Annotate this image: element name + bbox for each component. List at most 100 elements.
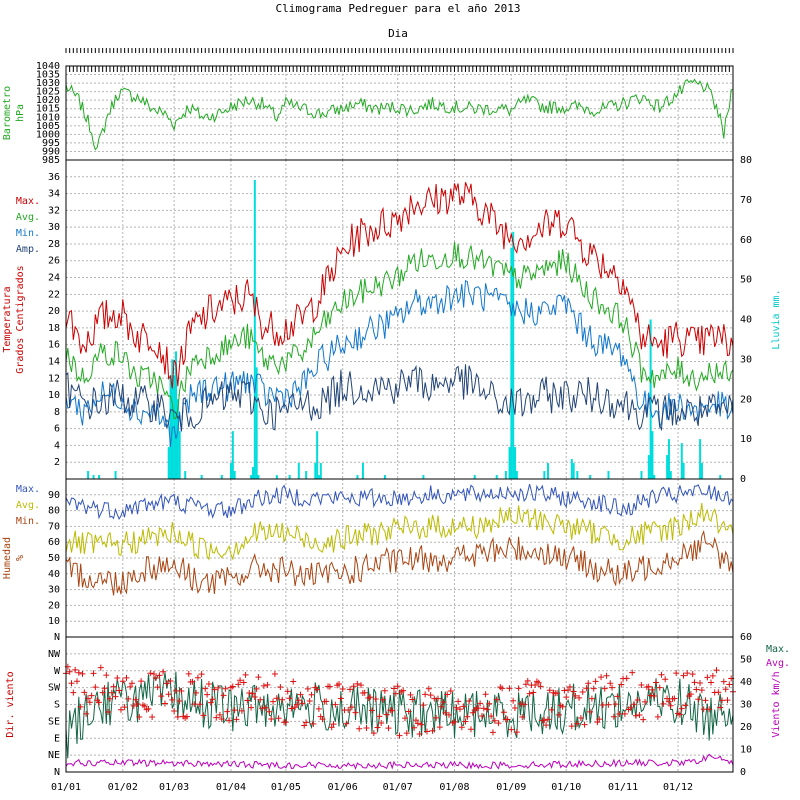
wind-direction-marker <box>160 668 167 675</box>
wind-direction-marker <box>603 672 610 679</box>
viento-y2tick-label: 40 <box>740 677 752 688</box>
wind-direction-marker <box>171 708 178 715</box>
rain-bar <box>175 351 178 479</box>
wind-direction-marker <box>425 685 432 692</box>
wind-direction-marker <box>458 724 465 731</box>
wind-direction-marker <box>154 684 161 691</box>
wind-direction-marker <box>314 686 321 693</box>
wind-direction-marker <box>229 683 236 690</box>
wind-direction-marker <box>519 713 526 720</box>
rain-bar <box>230 463 233 479</box>
rain-bar <box>473 475 476 479</box>
wind-direction-marker <box>152 674 159 681</box>
viento-y2tick-label: 60 <box>740 632 752 643</box>
wind-direction-marker <box>504 716 511 723</box>
barometro-ytick-label: 1005 <box>36 121 60 132</box>
viento-y2tick-label: 20 <box>740 722 752 733</box>
legend-label: Avg. <box>16 500 40 511</box>
barometro-ytick-label: 1040 <box>36 61 60 72</box>
wind-direction-marker <box>99 689 106 696</box>
wind-direction-marker <box>548 706 555 713</box>
temperatura-y2tick-label: 60 <box>740 235 752 246</box>
wind-direction-marker <box>453 704 460 711</box>
rain-bar <box>700 463 703 479</box>
rain-bar <box>570 459 573 479</box>
wind-direction-marker <box>81 689 88 696</box>
wind-direction-marker <box>112 693 119 700</box>
wind-direction-marker <box>123 674 130 681</box>
wind-direction-marker <box>260 682 267 689</box>
legend-label: Min. <box>16 228 40 239</box>
wind-direction-marker <box>255 674 262 681</box>
rain-bar <box>510 247 513 479</box>
wind-direction-marker <box>249 690 256 697</box>
rain-bar <box>98 475 101 479</box>
wind-direction-marker <box>482 691 489 698</box>
wind-direction-marker <box>693 686 700 693</box>
wind-direction-marker <box>605 701 612 708</box>
wind-direction-marker <box>563 694 570 701</box>
wind-direction-marker <box>233 716 240 723</box>
wind-direction-marker <box>319 716 326 723</box>
barometro-ytick-label: 1030 <box>36 78 60 89</box>
wind-direction-marker <box>385 725 392 732</box>
wind-direction-marker <box>478 713 485 720</box>
wind-direction-marker <box>521 701 528 708</box>
humedad-ytick-label: 50 <box>48 553 60 564</box>
wind-direction-marker <box>456 706 463 713</box>
wind-direction-marker <box>150 671 157 678</box>
wind-direction-marker <box>400 687 407 694</box>
wind-direction-marker <box>583 685 590 692</box>
wind-direction-marker <box>286 695 293 702</box>
viento-series-line <box>65 671 734 759</box>
wind-direction-marker <box>242 671 249 678</box>
wind-direction-marker <box>191 701 198 708</box>
rain-bar <box>515 471 518 479</box>
wind-direction-marker <box>532 681 539 688</box>
rain-bar <box>543 471 546 479</box>
humedad-ytick-label: 10 <box>48 616 60 627</box>
viento-frame <box>65 636 734 773</box>
legend-label: Amp. <box>16 244 40 255</box>
wind-direction-marker <box>383 711 390 718</box>
wind-direction-marker <box>429 727 436 734</box>
viento-ytick-label: W <box>54 666 61 677</box>
rain-bar <box>495 475 498 479</box>
wind-direction-marker <box>391 685 398 692</box>
wind-direction-marker <box>248 704 255 711</box>
wind-direction-marker <box>566 683 573 690</box>
wind-direction-marker <box>682 702 689 709</box>
wind-direction-marker <box>513 729 520 736</box>
rain-bar <box>576 471 579 479</box>
humedad-series-line <box>65 483 734 520</box>
rain-bar <box>169 375 172 479</box>
wind-direction-marker <box>392 690 399 697</box>
barometro-axis-label: Barometro <box>2 86 13 140</box>
viento-series-line <box>65 753 734 770</box>
xtick-label: 01/10 <box>551 782 581 793</box>
rain-bar <box>361 463 364 479</box>
rain-bar <box>514 447 517 479</box>
wind-direction-marker <box>86 699 93 706</box>
wind-direction-marker <box>592 678 599 685</box>
wind-direction-marker <box>680 672 687 679</box>
viento-ytick-label: SE <box>48 716 60 727</box>
wind-direction-marker <box>103 672 110 679</box>
barometro-ytick-label: 1000 <box>36 129 60 140</box>
humedad-ytick-label: 80 <box>48 506 60 517</box>
wind-direction-marker <box>638 681 645 688</box>
wind-direction-marker <box>178 687 185 694</box>
wind-direction-marker <box>244 697 251 704</box>
rain-bar <box>200 475 203 479</box>
wind-direction-marker <box>282 719 289 726</box>
wind-direction-marker <box>158 693 165 700</box>
wind-direction-marker <box>347 686 354 693</box>
wind-direction-marker <box>183 713 190 720</box>
wind-direction-marker <box>165 691 172 698</box>
wind-direction-marker <box>70 689 77 696</box>
humedad-ytick-label: 40 <box>48 569 60 580</box>
wind-direction-marker <box>358 682 365 689</box>
wind-direction-marker <box>238 707 245 714</box>
wind-direction-marker <box>372 696 379 703</box>
wind-direction-marker <box>451 718 458 725</box>
